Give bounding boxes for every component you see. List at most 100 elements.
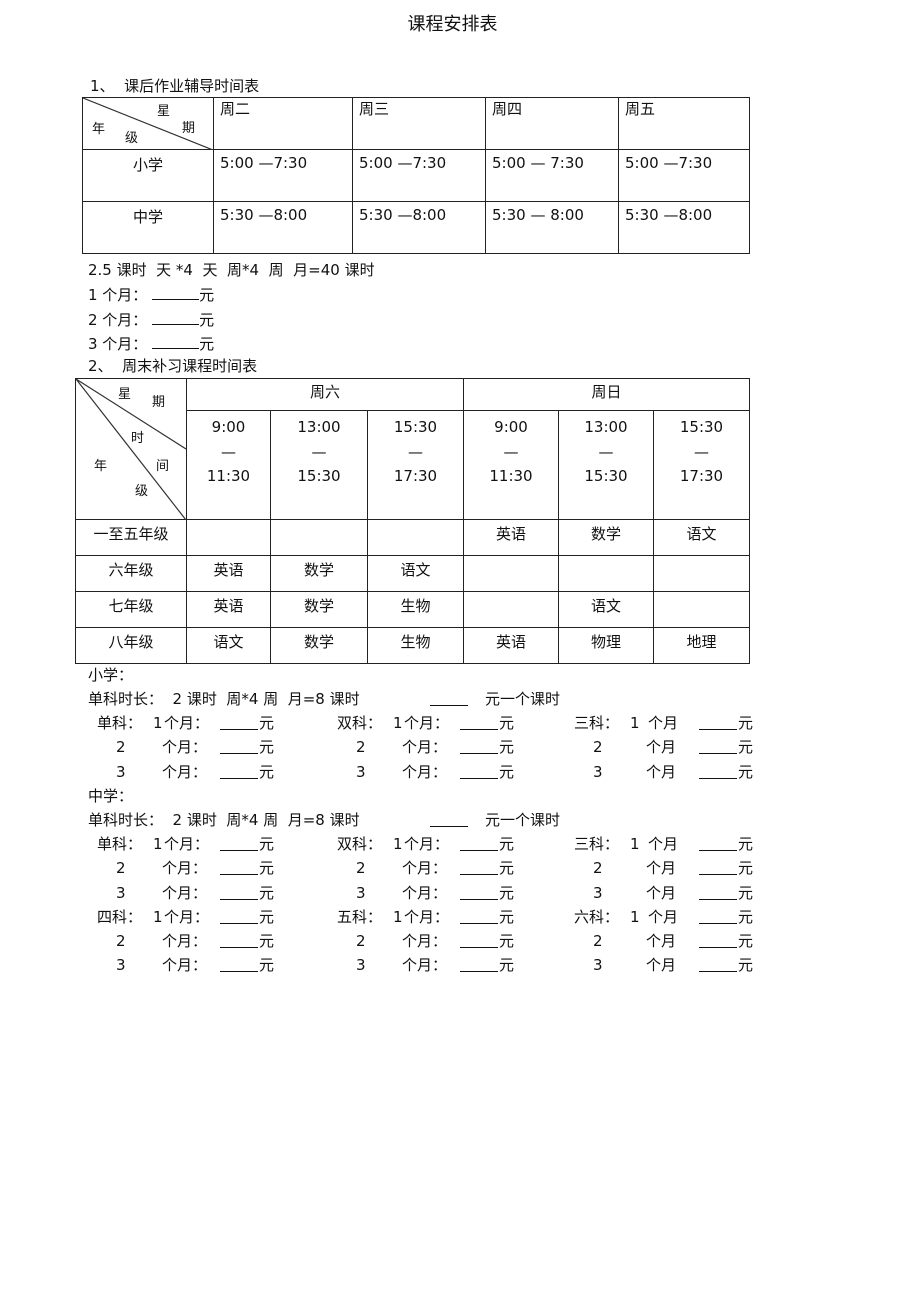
time-cell: 5:00 —7:30 (618, 149, 750, 202)
price-blank[interactable] (220, 714, 258, 730)
price-blank[interactable] (460, 932, 498, 949)
month-label: 2 个月： (88, 311, 148, 329)
yuan-label: 元 (738, 834, 754, 853)
time-slot-dash: — (221, 442, 236, 461)
month-unit-label: 个月： (404, 714, 450, 732)
price-blank[interactable] (430, 811, 468, 827)
month-unit-label: 个月： (402, 859, 448, 878)
price-blank[interactable] (220, 908, 258, 924)
month-unit-label: 个月： (164, 714, 210, 732)
price-blank[interactable] (220, 763, 258, 779)
price-blank[interactable] (460, 738, 498, 755)
price-blank[interactable] (460, 835, 498, 851)
subject-cell: 语文 (367, 555, 464, 592)
time-slot-start: 13:00 (297, 418, 341, 436)
price-blank[interactable] (460, 859, 498, 876)
price-blank[interactable] (699, 859, 737, 876)
time-cell: 5:00 —7:30 (213, 149, 353, 202)
yuan-label: 元 (499, 883, 515, 902)
yuan-label: 元 (738, 932, 754, 951)
time-slot-start: 15:30 (393, 418, 438, 436)
price-blank[interactable] (152, 334, 200, 349)
grade-cell: 八年级 (75, 627, 187, 664)
month-number: 1 (393, 834, 403, 853)
time-slot-cell: 15:30 — 17:30 (653, 410, 750, 520)
subject-count-label: 六科： (574, 907, 620, 926)
day-header: 周二 (213, 97, 353, 150)
table-row: 八年级 语文 数学 生物 英语 物理 地理 (75, 627, 750, 664)
month-unit-label: 个月： (162, 738, 208, 757)
day-header: 周六 (186, 378, 464, 411)
price-blank[interactable] (699, 956, 737, 973)
price-blank[interactable] (220, 884, 258, 900)
time-slot-end: 11:30 (489, 467, 533, 485)
price-blank[interactable] (460, 908, 498, 924)
month-number: 3 (116, 762, 126, 781)
grade-cell: 中学 (82, 201, 214, 254)
price-blank[interactable] (430, 690, 468, 706)
month-number: 3 (593, 762, 603, 781)
yuan-label: 元 (738, 883, 754, 902)
school-level-label: 小学： (88, 666, 134, 684)
price-blank[interactable] (699, 884, 737, 900)
section2-heading: 2、 周末补习课程时间表 (88, 357, 258, 375)
yuan-label: 元 (738, 907, 754, 926)
time-slot-end: 11:30 (206, 467, 251, 485)
per-hour-label: 元一个课时 (485, 810, 561, 829)
grade-cell: 小学 (82, 149, 214, 202)
month-number: 2 (356, 738, 366, 757)
subject-cell (367, 519, 464, 556)
month-number: 1 (393, 714, 403, 732)
yuan-label: 元 (499, 932, 515, 951)
month-number: 2 (116, 932, 126, 951)
corner-label: 级 (135, 484, 149, 499)
price-blank[interactable] (220, 859, 258, 876)
time-cell: 5:00 —7:30 (352, 149, 486, 202)
price-blank[interactable] (460, 956, 498, 973)
corner-label: 级 (125, 131, 139, 146)
time-slot-dash: — (598, 442, 614, 461)
month-unit-label: 个月： (402, 956, 448, 975)
price-blank[interactable] (699, 835, 737, 851)
table-row: 中学 5:30 —8:00 5:30 —8:00 5:30 — 8:00 5:3… (82, 201, 750, 254)
corner-label: 星 (157, 104, 171, 119)
month-unit-label: 个月： (164, 907, 210, 926)
price-blank[interactable] (152, 285, 200, 300)
duration-formula: 单科时长： 2 课时 周*4 周 月=8 课时 (88, 690, 360, 708)
yuan-label: 元 (259, 859, 275, 878)
month-number: 2 (356, 932, 366, 951)
price-blank[interactable] (220, 738, 258, 755)
month-unit-label: 个月 (646, 883, 677, 902)
yuan-label: 元 (259, 932, 275, 951)
price-blank[interactable] (699, 908, 737, 924)
month-number: 2 (356, 859, 366, 878)
time-slot-cell: 13:00 — 15:30 (558, 410, 654, 520)
month-unit-label: 个月 (648, 907, 679, 926)
month-unit-label: 个月 (646, 738, 677, 757)
yuan-label: 元 (259, 907, 275, 926)
time-slot-end: 15:30 (297, 467, 341, 485)
price-blank[interactable] (152, 310, 200, 325)
subject-cell: 生物 (367, 627, 464, 664)
price-blank[interactable] (220, 932, 258, 949)
subject-count-label: 单科： (97, 834, 143, 853)
price-blank[interactable] (460, 763, 498, 779)
yuan-label: 元 (738, 738, 754, 757)
subject-cell: 英语 (463, 519, 559, 556)
month-unit-label: 个月： (402, 883, 448, 902)
price-blank[interactable] (220, 835, 258, 851)
month-unit-label: 个月： (402, 932, 448, 951)
subject-count-label: 双科： (337, 714, 383, 732)
price-blank[interactable] (220, 956, 258, 973)
month-price-line: 3 个月： 元 (88, 334, 214, 353)
price-blank[interactable] (460, 884, 498, 900)
yuan-label: 元 (738, 956, 754, 975)
price-blank[interactable] (699, 932, 737, 949)
subject-cell (270, 519, 368, 556)
price-blank[interactable] (460, 714, 498, 730)
price-blank[interactable] (699, 714, 737, 730)
price-blank[interactable] (699, 763, 737, 779)
yuan-label: 元 (499, 738, 515, 757)
time-slot-dash: — (694, 442, 709, 461)
price-blank[interactable] (699, 738, 737, 755)
